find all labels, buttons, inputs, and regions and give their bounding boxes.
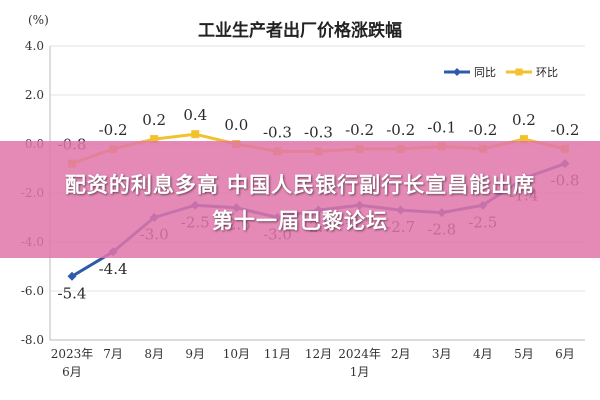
x-tick-label: 5月 — [514, 347, 534, 361]
data-label-mom: 0.2 — [142, 111, 166, 129]
x-tick-label: 12月 — [305, 347, 332, 361]
x-tick-label: 10月 — [223, 347, 250, 361]
overlay-banner — [0, 141, 600, 258]
y-tick-label: -8.0 — [21, 333, 44, 347]
chart-title: 工业生产者出厂价格涨跌幅 — [198, 20, 402, 41]
x-tick-label: 7月 — [103, 347, 123, 361]
data-point-mom — [519, 135, 528, 144]
x-tick-label: 1月 — [350, 365, 370, 379]
x-tick-label: 9月 — [185, 347, 205, 361]
legend-label: 同比 — [474, 66, 496, 79]
x-tick-label: 4月 — [473, 347, 493, 361]
data-label-mom: -0.2 — [345, 121, 374, 139]
banner-headline-line-2[interactable]: 第十一届巴黎论坛 — [212, 209, 388, 233]
x-tick-label: 2023年 — [51, 347, 94, 361]
y-tick-label: -6.0 — [21, 284, 44, 298]
x-tick-label: 8月 — [144, 347, 164, 361]
data-label-mom: 0.4 — [183, 106, 207, 124]
data-label-mom: -0.3 — [263, 123, 292, 141]
legend-label: 环比 — [536, 66, 558, 79]
data-label-mom: 0.0 — [224, 116, 248, 134]
data-point-mom — [150, 135, 159, 144]
legend-swatch-marker — [515, 68, 523, 76]
data-label-mom: -0.2 — [386, 121, 415, 139]
data-label-mom: -0.2 — [468, 121, 497, 139]
x-tick-label: 2024年 — [338, 347, 381, 361]
legend-swatch-marker — [453, 68, 461, 76]
data-label-mom: -0.2 — [551, 121, 580, 139]
x-tick-label: 6月 — [555, 347, 575, 361]
data-label-mom: 0.2 — [512, 111, 536, 129]
y-tick-label: 2.0 — [25, 88, 44, 102]
x-tick-label: 3月 — [432, 347, 452, 361]
x-tick-label: 11月 — [264, 347, 291, 361]
data-label-mom: -0.3 — [304, 123, 333, 141]
data-label-yoy: -4.4 — [99, 260, 128, 278]
x-tick-label: 6月 — [62, 365, 82, 379]
data-label-mom: -0.2 — [99, 121, 128, 139]
y-tick-label: 4.0 — [25, 39, 44, 53]
data-point-mom — [191, 130, 200, 139]
y-unit-label: (%) — [28, 13, 49, 27]
banner-headline-line-1[interactable]: 配资的利息多高 中国人民银行副行长宣昌能出席 — [64, 173, 536, 197]
data-point-yoy — [67, 271, 77, 281]
data-label-mom: -0.1 — [427, 118, 456, 136]
x-tick-label: 2月 — [391, 347, 411, 361]
data-label-yoy: -5.4 — [58, 284, 87, 302]
